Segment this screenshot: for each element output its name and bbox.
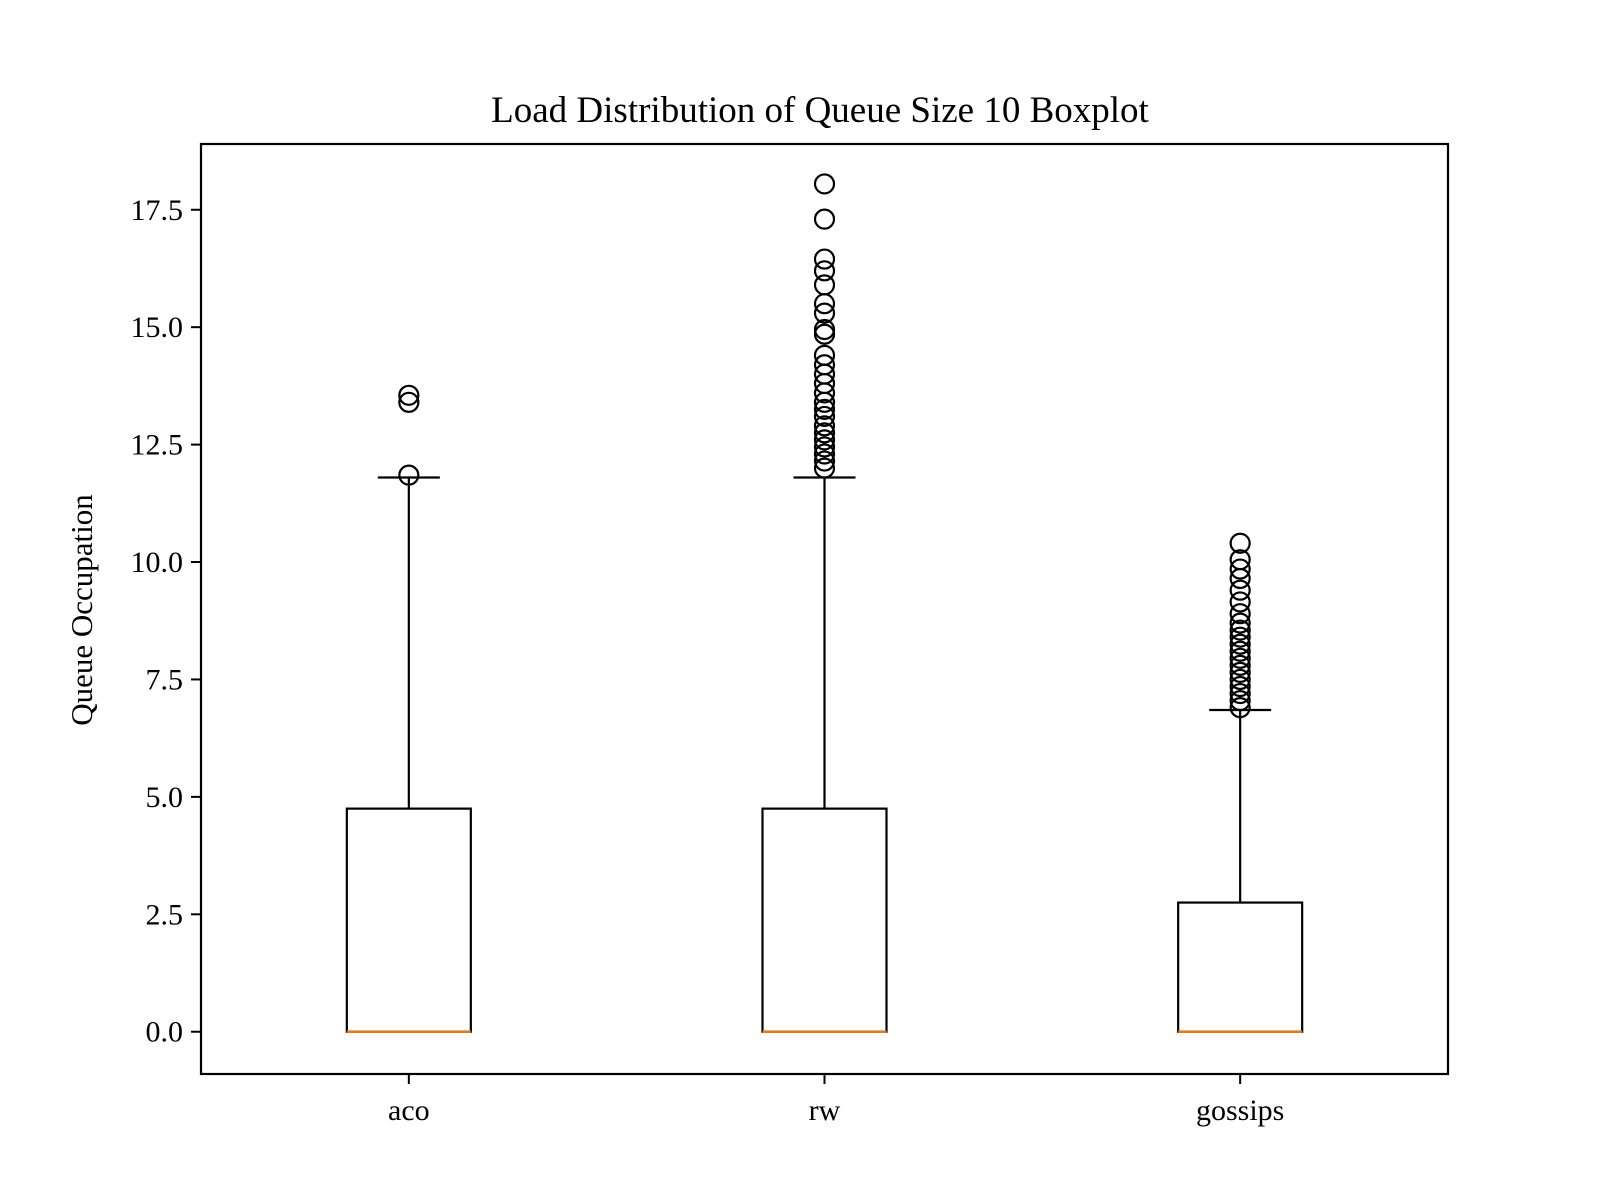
outlier-point xyxy=(813,354,836,376)
outlier-point xyxy=(1229,697,1251,719)
x-tick-label-rw: rw xyxy=(809,1094,841,1127)
outlier-point xyxy=(813,318,836,341)
outlier-point xyxy=(813,173,836,195)
y-tick-label: 15.0 xyxy=(131,311,184,344)
outlier-point xyxy=(1229,612,1251,634)
outlier-point xyxy=(1229,558,1251,580)
outlier-point xyxy=(813,457,836,479)
y-tick-label: 10.0 xyxy=(131,546,184,579)
y-tick-label: 5.0 xyxy=(146,781,184,814)
outlier-point xyxy=(398,464,420,486)
y-tick-label: 7.5 xyxy=(146,663,184,696)
box-group-gossips xyxy=(1177,532,1304,1034)
outlier-point xyxy=(1229,549,1251,571)
box-group-aco xyxy=(345,384,472,1034)
outlier-point xyxy=(1229,633,1251,655)
outlier-point xyxy=(813,274,836,296)
outlier-point xyxy=(398,391,420,413)
outlier-point xyxy=(1229,682,1251,705)
axis-ticks: 0.0 2.5 5.0 7.5 10.0 12.5 15.0 17.5 aco rw gossips xyxy=(131,194,1285,1127)
outlier-point xyxy=(813,344,836,366)
outlier-point xyxy=(1229,626,1251,648)
outlier-point xyxy=(813,398,836,420)
outlier-point xyxy=(813,208,836,230)
outlier-point xyxy=(813,422,836,444)
plot-area xyxy=(345,173,1304,1034)
outlier-point xyxy=(813,415,836,437)
outlier-point xyxy=(1229,647,1251,669)
y-tick-label: 12.5 xyxy=(131,429,184,462)
outlier-point xyxy=(1229,532,1251,554)
outlier-point xyxy=(1229,689,1251,712)
outlier-point xyxy=(813,260,836,282)
outlier-point xyxy=(398,384,420,406)
axes-frame xyxy=(199,142,1450,1076)
outlier-point xyxy=(1229,619,1251,641)
outlier-point xyxy=(813,450,836,472)
x-tick-label-gossips: gossips xyxy=(1196,1094,1284,1127)
chart-title: Load Distribution of Queue Size 10 Boxpl… xyxy=(491,90,1149,131)
outlier-point xyxy=(1229,654,1251,676)
outlier-point xyxy=(1229,675,1251,698)
outlier-point xyxy=(813,443,836,465)
outlier-point xyxy=(813,302,836,324)
y-tick-label: 17.5 xyxy=(131,194,184,227)
y-axis-label: Queue Occupation xyxy=(64,494,99,726)
outlier-point xyxy=(1229,603,1251,625)
y-tick-label: 0.0 xyxy=(146,1016,184,1049)
outlier-point xyxy=(813,405,836,428)
outlier-point xyxy=(1229,640,1251,662)
outlier-point xyxy=(813,429,836,451)
x-tick-label-aco: aco xyxy=(388,1094,430,1127)
box-group-rw xyxy=(761,173,888,1034)
outlier-point xyxy=(1229,661,1251,684)
outlier-point xyxy=(1229,579,1251,601)
y-tick-label: 2.5 xyxy=(146,898,184,931)
outlier-point xyxy=(813,436,836,458)
outlier-point xyxy=(1229,591,1251,613)
outlier-point xyxy=(813,248,836,270)
outlier-point xyxy=(1229,668,1251,691)
